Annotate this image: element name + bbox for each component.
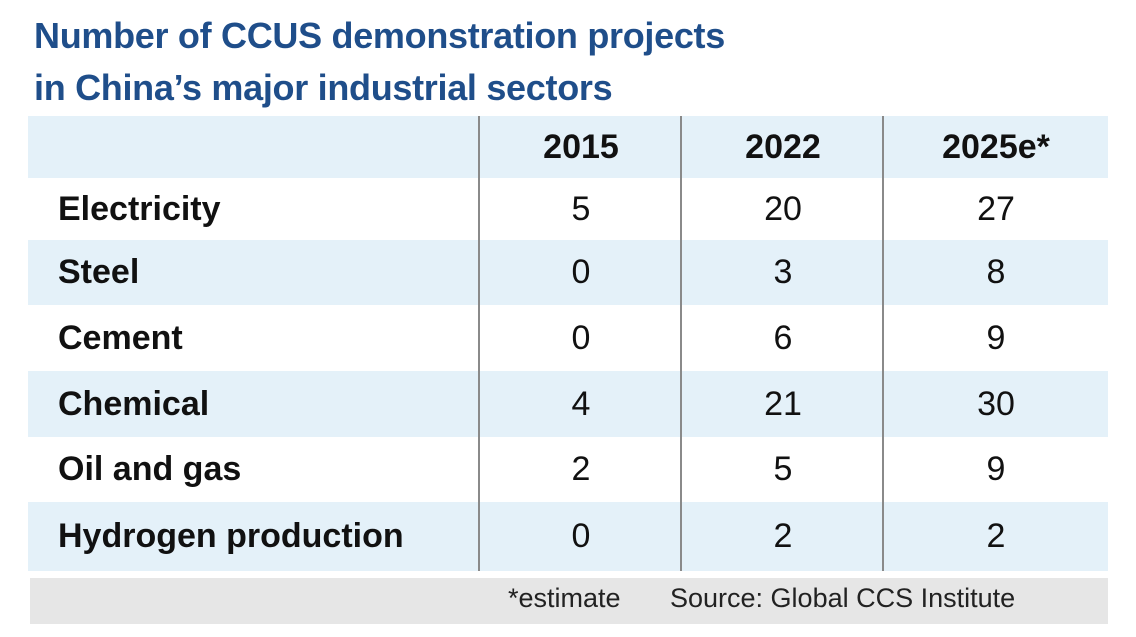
row-label: Electricity [58,189,221,228]
footer-bar: *estimate Source: Global CCS Institute [30,578,1108,624]
title-line-1: Number of CCUS demonstration projects [34,15,725,56]
table-cell: 0 [571,517,591,555]
table-cell: 4 [571,384,591,423]
table-cell: 2 [986,517,1006,555]
table-cell: 0 [571,318,591,357]
footnote: *estimate [508,583,621,613]
table-row: Oil and gas 2 5 9 [28,437,1108,502]
chart-title: Number of CCUS demonstration projects in… [34,10,1114,114]
column-header-2025e: 2025e* [942,127,1050,166]
table-cell: 27 [977,189,1015,228]
table-row: Steel 0 3 8 [28,240,1108,305]
table-cell: 9 [986,318,1006,357]
table-cell: 8 [986,253,1006,291]
table-cell: 9 [986,450,1006,488]
column-header-2022: 2022 [745,127,821,166]
column-header-2015: 2015 [543,127,619,166]
row-label: Chemical [58,384,210,423]
table-row: Cement 0 6 9 [28,305,1108,371]
table-cell: 5 [773,450,793,488]
table-cell: 20 [764,189,802,228]
table-row: Hydrogen production 0 2 2 [28,502,1108,571]
column-divider [882,116,884,571]
row-label: Steel [58,253,140,291]
table-cell: 21 [764,384,802,423]
table-row: Chemical 4 21 30 [28,371,1108,437]
title-line-2: in China’s major industrial sectors [34,67,613,108]
data-table: 2015 2022 2025e* Electricity 5 20 27 Ste… [28,116,1108,571]
table-row: Electricity 5 20 27 [28,178,1108,240]
table-cell: 6 [773,318,793,357]
table-cell: 3 [773,253,793,291]
column-divider [478,116,480,571]
row-label: Hydrogen production [58,517,404,555]
table-cell: 2 [571,450,591,488]
table-cell: 30 [977,384,1015,423]
table-cell: 5 [571,189,591,228]
source-note: Source: Global CCS Institute [670,583,1016,613]
table-cell: 2 [773,517,793,555]
table-cell: 0 [571,253,591,291]
row-label: Oil and gas [58,450,242,488]
column-divider [680,116,682,571]
header-row: 2015 2022 2025e* [28,116,1108,178]
row-label: Cement [58,318,183,357]
